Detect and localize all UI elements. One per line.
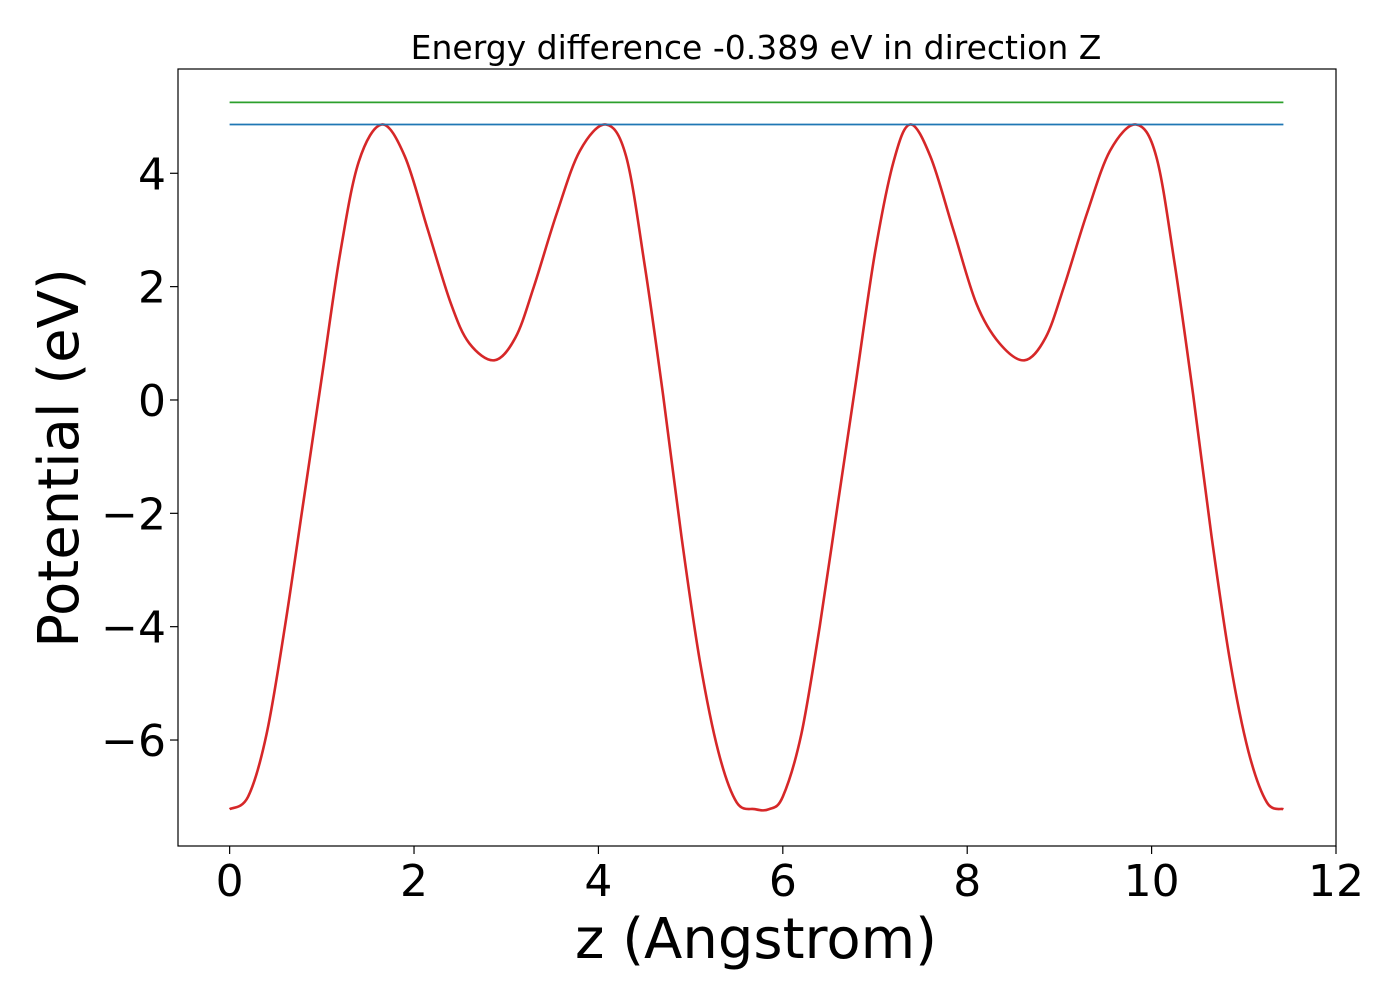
- x-tick-label: 12: [1308, 856, 1364, 907]
- plot-frame: [177, 68, 1337, 847]
- x-tick-label: 2: [400, 856, 428, 907]
- series-line-0: [228, 123, 1284, 812]
- series-layer: [228, 101, 1284, 812]
- x-axis-label: z (Angstrom): [575, 907, 937, 972]
- y-tick-label: 0: [138, 376, 166, 427]
- x-tick-label: 6: [769, 856, 797, 907]
- y-axis-label: Potential (eV): [27, 268, 92, 648]
- chart-title: Energy difference -0.389 eV in direction…: [411, 28, 1102, 67]
- y-tick-label: −2: [101, 489, 166, 540]
- y-tick-label: 2: [138, 263, 166, 314]
- x-tick-label: 8: [953, 856, 981, 907]
- y-tick-label: −6: [101, 716, 166, 767]
- x-tick-label: 4: [584, 856, 612, 907]
- ticks-layer: 0 2 4 6 8 10 12 −6 −4 −2 0 2 4: [101, 149, 1364, 907]
- y-tick-label: −4: [101, 603, 166, 654]
- x-tick-label: 10: [1124, 856, 1180, 907]
- x-tick-label: 0: [216, 856, 244, 907]
- y-tick-label: 4: [138, 149, 166, 200]
